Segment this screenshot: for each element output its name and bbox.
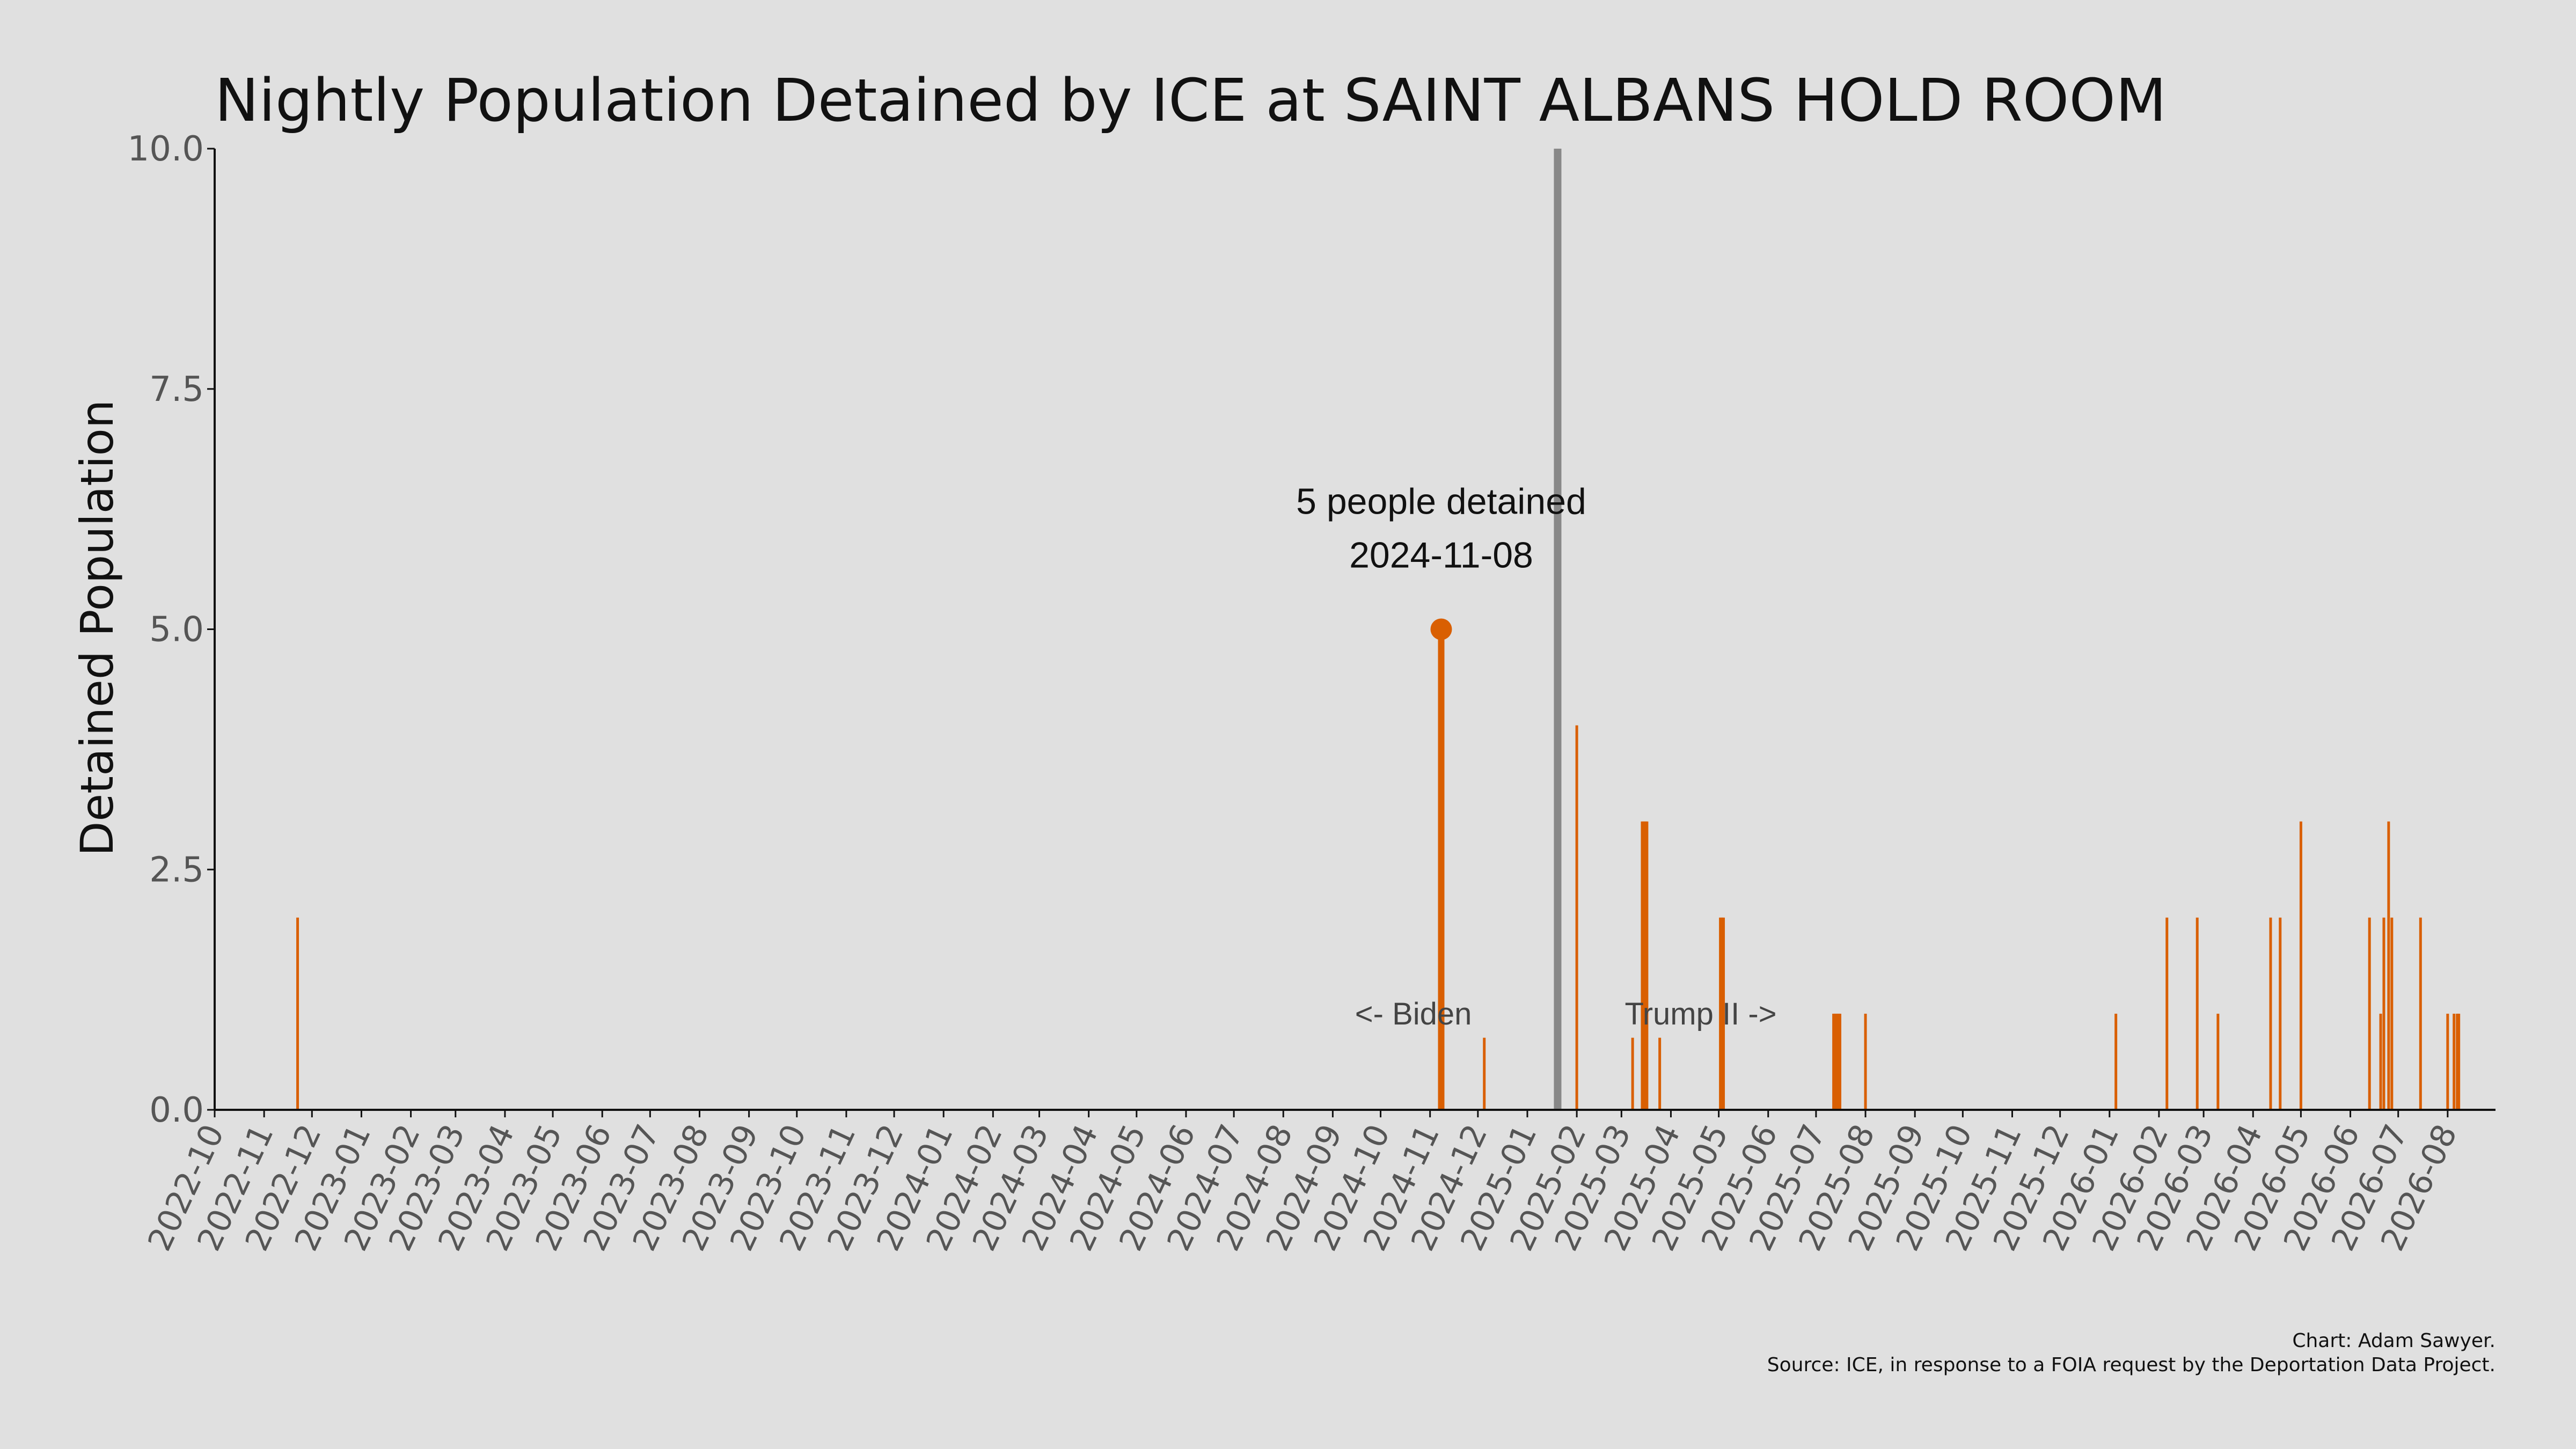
bar [1838,1013,1841,1110]
y-tick-label: 5.0 [149,610,204,650]
bar [1641,821,1644,1110]
bar [2216,1013,2220,1110]
bar [296,917,299,1110]
bar [2196,917,2199,1110]
bar [2279,917,2282,1110]
y-tick-label: 7.5 [149,370,204,409]
chart-title: Nightly Population Detained by ICE at SA… [215,66,2167,135]
highlight-annotation-count: 5 people detained [1296,481,1586,522]
bar [2419,917,2422,1110]
bar [2165,917,2169,1110]
y-tick-label: 10.0 [128,129,204,169]
bar [1835,1013,1839,1110]
bar [1721,917,1724,1110]
y-axis-label: Detained Population [71,400,123,856]
bar [2457,1013,2461,1110]
bar [2382,917,2385,1110]
bar [1719,917,1722,1110]
highlight-bar [1438,629,1445,1110]
bar [1834,1013,1837,1110]
bar [2446,1013,2449,1110]
bar [1483,1037,1486,1110]
bar [1575,725,1578,1110]
bar [2390,917,2394,1110]
credit-author: Chart: Adam Sawyer. [2292,1330,2496,1352]
bar [2456,1013,2459,1110]
bar [1722,917,1725,1110]
bar [2387,821,2390,1110]
bar [1864,1013,1867,1110]
bar [2453,1013,2456,1110]
bar [2299,821,2302,1110]
bar [1642,821,1645,1110]
bar [1645,821,1649,1110]
bar [2368,917,2371,1110]
bar [1837,1013,1840,1110]
highlight-annotation-date: 2024-11-08 [1349,535,1533,576]
bar [1644,821,1647,1110]
era-label-trump: Trump II -> [1624,997,1776,1031]
credit-source: Source: ICE, in response to a FOIA reque… [1767,1354,2496,1376]
bar [2269,917,2272,1110]
y-tick-label: 2.5 [149,850,204,890]
era-label-biden: <- Biden [1355,997,1472,1031]
plot-area: 0.02.55.07.510.02022-102022-112022-12202… [128,129,2496,1257]
highlight-point [1430,618,1452,640]
bar [1631,1037,1634,1110]
bar [1832,1013,1835,1110]
bar [2379,1013,2382,1110]
bar [1658,1037,1662,1110]
bar [2114,1013,2118,1110]
y-tick-label: 0.0 [149,1091,204,1130]
